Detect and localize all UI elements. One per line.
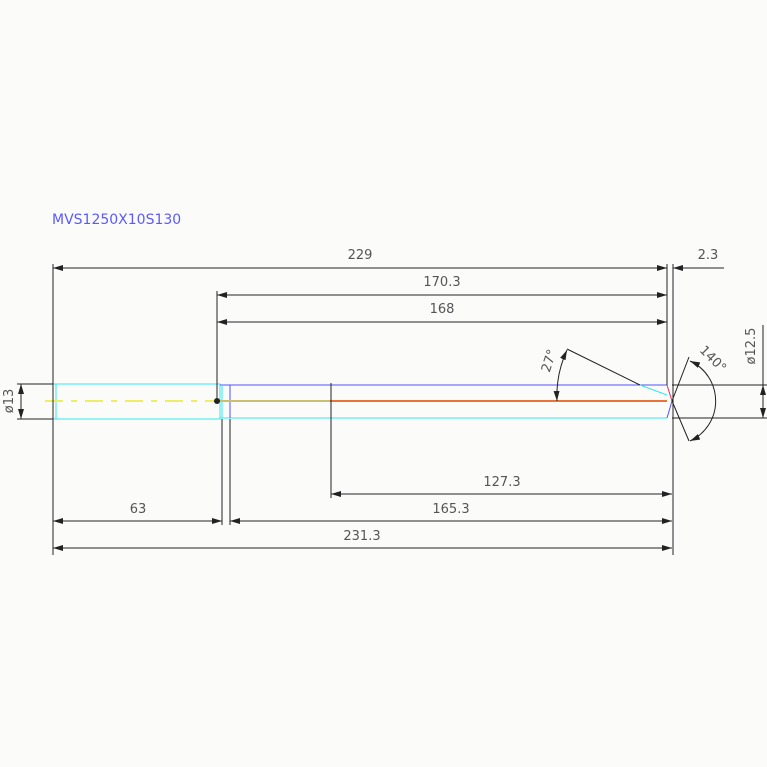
label-165-3: 165.3: [432, 502, 469, 517]
angle-27-arc: [553, 349, 568, 402]
label-168: 168: [430, 302, 455, 317]
tip-upper-edge: [666, 384, 673, 402]
extension-lines: [17, 264, 767, 555]
part-number-title: MVS1250X10S130: [52, 212, 181, 228]
angle-140-arc: [689, 360, 717, 442]
label-231-3: 231.3: [343, 529, 380, 544]
angle-27-leg: [566, 348, 641, 386]
dimension-lines: [18, 265, 766, 551]
label-angle-140: 140°: [696, 343, 729, 376]
label-63: 63: [130, 502, 147, 517]
label-dia-12-5: ø12.5: [744, 328, 759, 365]
label-229: 229: [348, 248, 373, 263]
label-127-3: 127.3: [483, 475, 520, 490]
angle-140-leg-bottom: [671, 400, 690, 442]
reference-point: [214, 398, 220, 404]
label-170-3: 170.3: [423, 275, 460, 290]
tool-outline: [45, 383, 673, 420]
tip-lower-edge: [666, 400, 673, 419]
label-angle-27: 27°: [539, 348, 560, 375]
label-dia-13: ø13: [2, 389, 17, 414]
flute-edge: [639, 384, 668, 396]
angle-140-leg-top: [671, 356, 690, 402]
label-2-3: 2.3: [698, 248, 719, 263]
